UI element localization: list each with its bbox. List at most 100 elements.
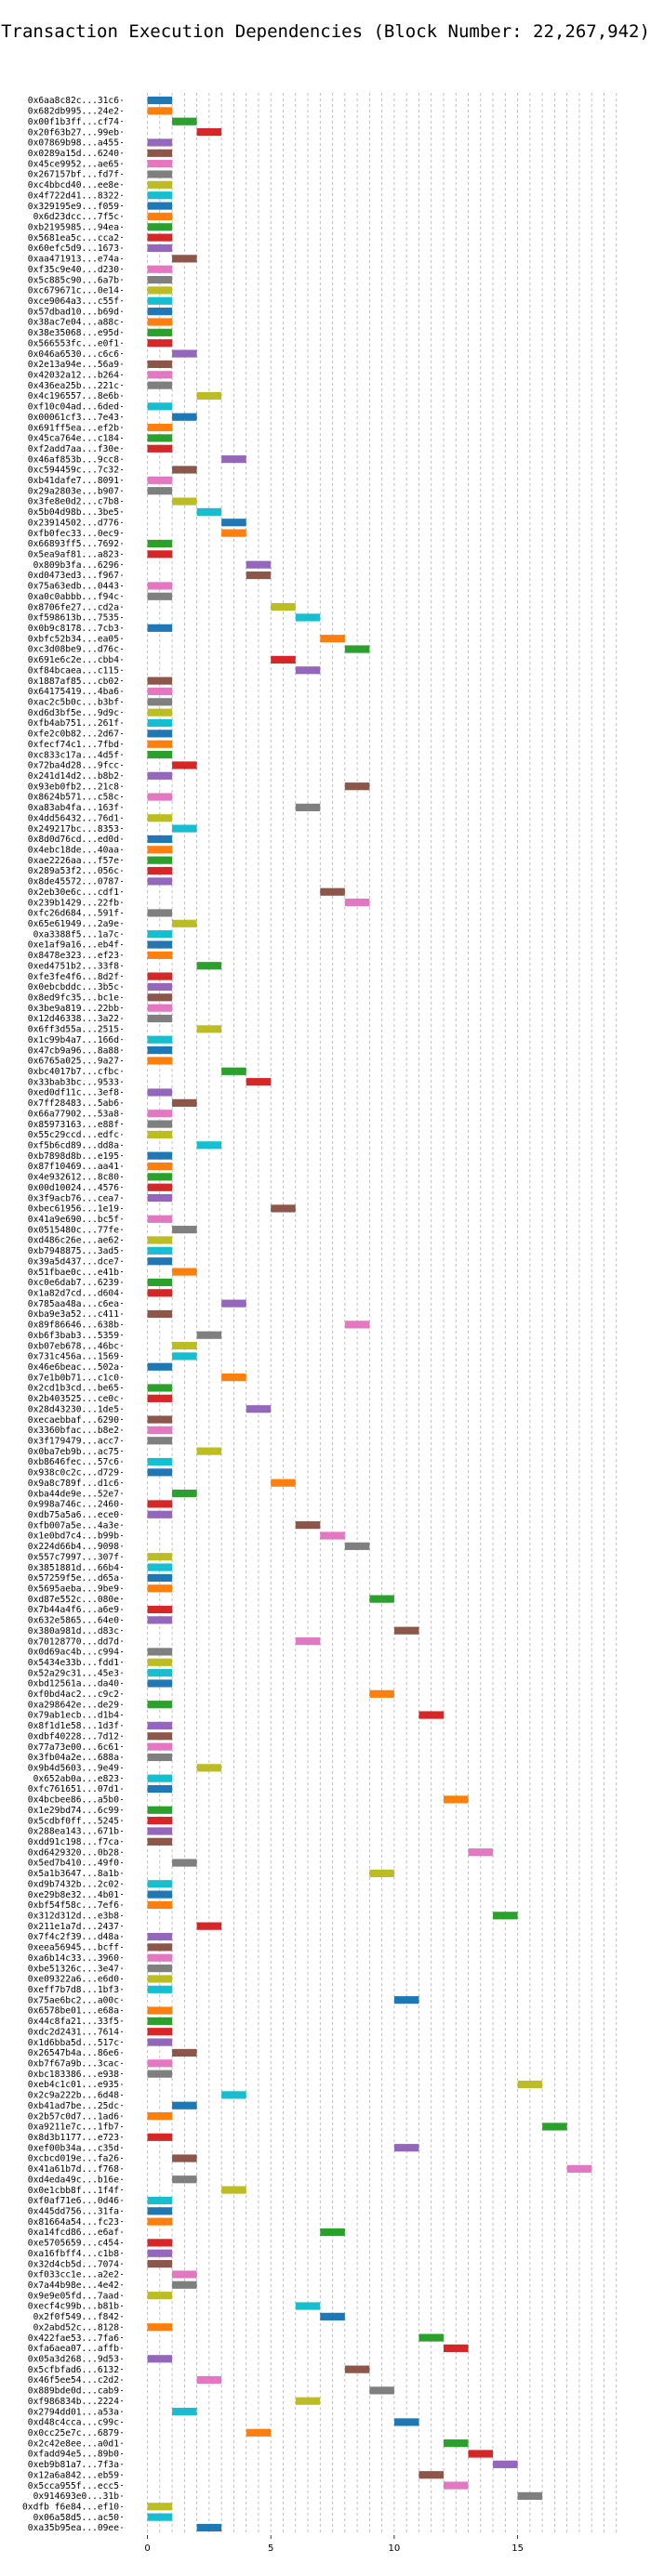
dependency-bar (147, 1953, 173, 1962)
y-tick-label: 0x889bde0d...cab9 (28, 2386, 119, 2397)
y-tick-label: 0x12a6a842...eb59 (28, 2470, 119, 2480)
y-tick-label: 0x05a3d268...9d53 (28, 2354, 119, 2364)
dependency-bar (147, 1721, 173, 1729)
y-tick-label: 0x45ce9952...ae65 (28, 159, 119, 169)
x-axis: 0 5 10 15 (144, 2535, 524, 2554)
y-tick-label: 0xa298642e...de29 (28, 1700, 119, 1710)
y-tick-label: 0x0cc25e7c...6879 (28, 2428, 119, 2438)
y-tick-label: 0x6aa8c82c...31c6 (28, 96, 119, 106)
y-tick-label: 0xfb0fec33...0ec9 (28, 529, 119, 539)
dependency-bar (147, 1616, 173, 1624)
y-tick-label: 0x75ae6bc2...a00c (28, 1995, 119, 2005)
dependency-bar (147, 1162, 173, 1171)
dependency-bar (147, 1648, 173, 1656)
y-tick-label: 0x2794dd01...a53a (28, 2407, 119, 2417)
y-tick-label: 0xecf4c99b...b81b (28, 2302, 119, 2312)
y-tick-label: 0xfa6aea07...affb (28, 2344, 119, 2354)
dependency-bar (147, 539, 173, 548)
y-tick-label: 0x46e6beac...502a (28, 1362, 119, 1373)
dependency-bar (295, 666, 321, 675)
y-tick-label: 0xdd91c198...f7ca (28, 1837, 119, 1847)
dependency-bar (147, 1110, 173, 1118)
y-tick-label: 0xb6f3bab3...5359 (28, 1331, 119, 1341)
y-tick-label: 0xfadd94e5...89b0 (28, 2450, 119, 2460)
dependency-bar (147, 371, 173, 379)
y-tick-label: 0x938c0c2c...d729 (28, 1468, 119, 1479)
y-tick-label: 0xf986834b...2224 (28, 2397, 119, 2407)
y-tick-label: 0xd0473ed3...f967 (28, 571, 119, 581)
y-tick-label: 0x4e932612...8c80 (28, 1173, 119, 1183)
dependency-bar (147, 265, 173, 273)
dependency-bar (147, 487, 173, 495)
dependency-bar (147, 1415, 173, 1424)
y-tick-label: 0xb7f67a9b...3cac (28, 2059, 119, 2070)
y-tick-label: 0x87f10469...aa41 (28, 1162, 119, 1172)
dependency-bar (468, 2450, 494, 2458)
dependency-bar (147, 1975, 173, 1983)
y-tick-label: 0x731c456a...1569 (28, 1352, 119, 1362)
y-tick-label: 0x52a29c31...45e3 (28, 1668, 119, 1678)
y-tick-label: 0x3851881d...66b4 (28, 1563, 119, 1573)
y-tick-label: 0x33bab3bc...9533 (28, 1077, 119, 1087)
dependency-bar (147, 1900, 173, 1910)
y-tick-label: 0x3be9a819...22bb (28, 1004, 119, 1014)
dependency-bar (147, 1236, 173, 1244)
dependency-bar (418, 1711, 444, 1719)
dependency-bar (147, 2207, 173, 2215)
y-tick-label: 0x1a82d7cd...d604 (28, 1288, 119, 1298)
grid-lines (147, 93, 618, 2535)
dependency-bar (147, 1510, 173, 1518)
dependency-bar (172, 117, 197, 125)
dependency-bar (147, 940, 173, 949)
y-tick-label: 0x5681ea5c...cca2 (28, 233, 119, 243)
dependency-bar (295, 613, 321, 622)
dependency-bar (196, 127, 222, 137)
y-tick-label: 0x6d23dcc...7f5c (33, 212, 119, 222)
y-tick-label: 0x632e5865...64e0 (28, 1616, 119, 1626)
dependency-bar (147, 1573, 173, 1583)
y-tick-label: 0x39a5d437...dce7 (28, 1256, 119, 1267)
dependency-bar (196, 391, 222, 401)
y-tick-label: 0x239b1429...22fb (28, 898, 119, 908)
dependency-bar (246, 1405, 272, 1413)
dependency-bar (147, 2017, 173, 2025)
y-tick-label: 0x66a77902...53a8 (28, 1109, 119, 1119)
dependency-bar (147, 1563, 173, 1571)
dependency-bar (320, 1531, 345, 1540)
y-tick-label: 0x2cd1b3cd...be65 (28, 1384, 119, 1394)
dependency-bar (147, 856, 173, 864)
y-tick-label: 0xbe51326c...3e47 (28, 1964, 119, 1974)
dependency-bar (147, 814, 173, 822)
dependency-bar (147, 1742, 173, 1751)
y-tick-label: 0x72ba4d28...9fcc (28, 761, 119, 771)
dependency-bar (172, 761, 197, 769)
dependency-bar (147, 1605, 173, 1614)
dependency-bar (147, 1384, 173, 1392)
dependency-bar (172, 2407, 197, 2416)
dependency-bar (147, 677, 173, 685)
y-tick-label: 0x75a63edb...0443 (28, 582, 119, 592)
dependency-bar (344, 1321, 370, 1329)
y-tick-label: 0x81664a54...fc23 (28, 2217, 119, 2228)
y-tick-label: 0xb41dafe7...8091 (28, 476, 119, 486)
dependency-bar (147, 624, 173, 632)
dependency-bar (147, 2133, 173, 2141)
dependency-bar (147, 275, 173, 284)
y-tick-label: 0x2f0f549...f842 (33, 2312, 119, 2322)
dependency-bar (196, 1331, 222, 1339)
dependency-bar (147, 1173, 173, 1181)
y-tick-label: 0x46af853b...9cc8 (28, 454, 119, 465)
y-tick-label: 0xba44de9e...52e7 (28, 1489, 119, 1499)
dependency-bar (418, 2333, 444, 2342)
y-tick-label: 0x2eb30e6c...cdf1 (28, 887, 119, 898)
y-tick-label: 0xd6d3bf5e...9d9c (28, 708, 119, 718)
dependency-bar (147, 1045, 173, 1055)
y-tick-label: 0xe5705659...c454 (28, 2239, 119, 2249)
y-tick-label: 0xaa471913...e74a (28, 255, 119, 265)
y-tick-label: 0x89f86646...638b (28, 1321, 119, 1331)
y-tick-label: 0xd87e552c...080e (28, 1595, 119, 1605)
y-tick-label: 0x5ed7b410...49f0 (28, 1859, 119, 1869)
dependency-bar (147, 1890, 173, 1899)
y-tick-label: 0x4c196557...8e6b (28, 391, 119, 401)
y-tick-labels: 0x6aa8c82c...31c60x682db995...24e20x00f1… (22, 96, 123, 2533)
